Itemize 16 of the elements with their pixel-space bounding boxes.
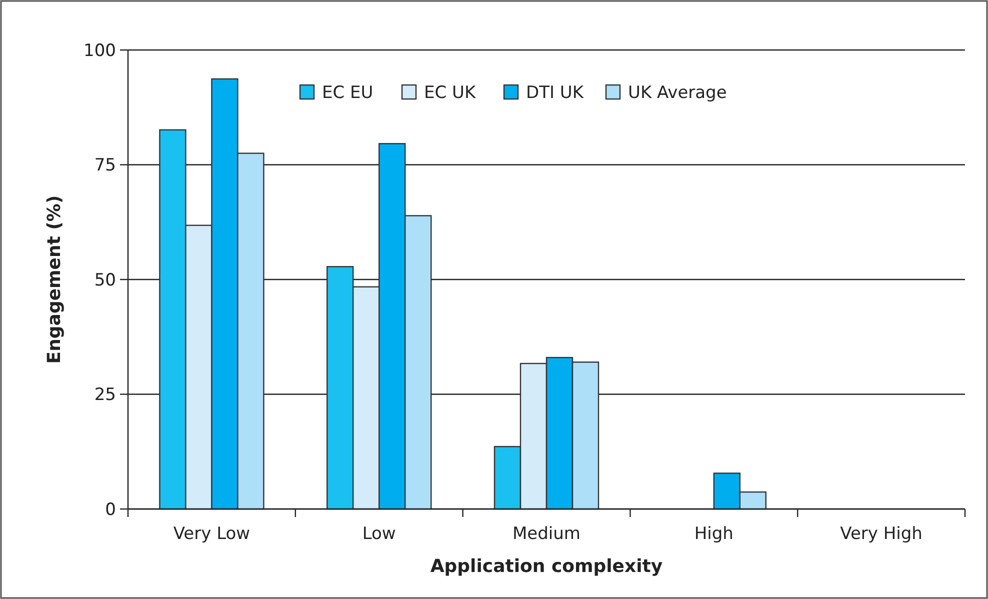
y-tick-label: 50 <box>94 270 116 290</box>
y-tick-label: 0 <box>105 500 116 520</box>
legend-label: EC EU <box>322 82 374 103</box>
legend-label: EC UK <box>424 82 476 103</box>
x-axis-title: Application complexity <box>430 556 663 577</box>
x-tick-label: Very Low <box>173 524 250 544</box>
y-tick-label: 75 <box>94 156 116 176</box>
y-tick-label: 100 <box>84 40 116 61</box>
y-axis-title: Engagement (%) <box>44 195 65 364</box>
x-tick-label: Low <box>362 524 396 544</box>
y-tick-label: 25 <box>94 385 116 406</box>
x-tick-label: Medium <box>512 524 580 544</box>
legend-label: UK Average <box>628 82 727 103</box>
x-tick-label: High <box>694 524 734 544</box>
legend-label: DTI UK <box>526 82 584 103</box>
x-tick-label: Very High <box>840 524 922 544</box>
